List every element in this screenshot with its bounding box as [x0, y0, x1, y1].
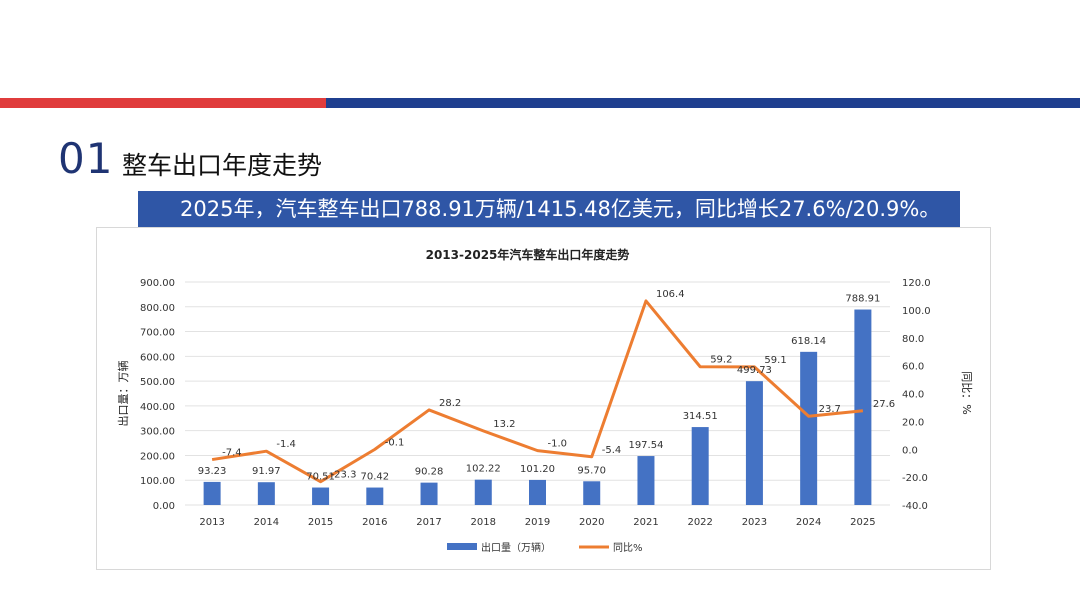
chart-container: 2013-2025年汽车整车出口年度走势 0.00 100.00 200.00 300.… — [96, 227, 991, 570]
yoy-value-label: 59.1 — [764, 355, 786, 366]
yoy-value-label: 28.2 — [439, 398, 461, 409]
legend-bar-label: 出口量（万辆） — [481, 541, 551, 554]
yoy-value-label: 59.2 — [710, 355, 732, 366]
right-axis-tick: 80.0 — [902, 334, 924, 345]
bar-2022 — [691, 427, 709, 505]
bar-value-label: 314.51 — [683, 411, 718, 422]
bar-2019 — [529, 479, 546, 505]
right-axis-tick: 0.0 — [902, 445, 918, 456]
right-axis-tick: 100.0 — [902, 306, 931, 317]
legend-line-label: 同比% — [613, 542, 643, 554]
left-axis-tick: 700.00 — [140, 328, 175, 339]
bar-value-label: 93.23 — [198, 466, 227, 477]
header-accent-blue — [326, 98, 1080, 108]
left-axis-tick: 800.00 — [140, 303, 175, 314]
bar-2014 — [257, 482, 275, 505]
bar-2021 — [637, 456, 655, 505]
bar-2025 — [854, 309, 872, 505]
bar-value-label: 70.51 — [306, 472, 335, 483]
right-axis-tick: 20.0 — [902, 417, 924, 428]
x-axis-tick: 2022 — [687, 517, 712, 528]
x-axis-tick: 2017 — [416, 517, 441, 528]
right-axis-tick: 40.0 — [902, 390, 924, 401]
bar-2023 — [745, 381, 763, 505]
x-axis-tick: 2018 — [471, 517, 496, 528]
bar-value-label: 197.54 — [628, 440, 663, 451]
bar-value-label: 101.20 — [520, 464, 555, 475]
section-number: 01 — [58, 134, 114, 183]
bar-2015 — [312, 487, 330, 505]
yoy-value-label: -5.4 — [602, 445, 622, 456]
header-accent-red — [0, 98, 326, 108]
bar-value-label: 90.28 — [415, 467, 444, 478]
x-axis-tick: 2013 — [199, 517, 224, 528]
bar-2018 — [474, 479, 492, 505]
x-axis-tick: 2019 — [525, 517, 550, 528]
left-axis-tick: 300.00 — [140, 427, 175, 438]
bar-value-label: 91.97 — [252, 466, 281, 477]
x-axis-tick: 2014 — [254, 517, 279, 528]
yoy-value-label: -23.3 — [331, 470, 357, 481]
left-axis-tick: 200.00 — [140, 451, 175, 462]
left-axis-label: 出口量：万辆 — [116, 361, 130, 427]
chart-title: 2013-2025年汽车整车出口年度走势 — [426, 247, 630, 262]
bar-2024 — [800, 351, 818, 505]
yoy-line — [211, 299, 864, 484]
bar-value-label: 95.70 — [577, 465, 606, 476]
section-title: 整车出口年度走势 — [122, 151, 323, 180]
x-axis-tick: 2015 — [308, 517, 333, 528]
x-axis-tick: 2025 — [850, 517, 875, 528]
left-axis-tick: 100.00 — [140, 476, 175, 487]
bar-2013 — [203, 481, 221, 505]
summary-banner: 2025年，汽车整车出口788.91万辆/1415.48亿美元，同比增长27.6… — [138, 191, 960, 227]
bar-2016 — [366, 487, 384, 505]
left-axis-tick: 500.00 — [140, 377, 175, 388]
left-axis-tick: 600.00 — [140, 352, 175, 363]
yoy-value-label: -1.0 — [548, 439, 568, 450]
right-axis-label: 同比：% — [960, 371, 973, 414]
bar-value-label: 788.91 — [845, 294, 880, 305]
bar-value-label: 70.42 — [360, 472, 389, 483]
yoy-value-label: 106.4 — [656, 289, 685, 300]
right-axis-tick: -40.0 — [902, 501, 928, 512]
bar-2017 — [420, 482, 438, 505]
left-axis-tick: 400.00 — [140, 402, 175, 413]
yoy-value-label: -7.4 — [222, 448, 242, 459]
legend-bar-swatch — [447, 543, 477, 550]
yoy-value-label: -0.1 — [385, 437, 405, 448]
x-axis-tick: 2016 — [362, 517, 387, 528]
yoy-value-label: -1.4 — [276, 439, 296, 450]
left-axis-tick: 900.00 — [140, 278, 175, 289]
x-axis-tick: 2024 — [796, 517, 821, 528]
yoy-value-label: 23.7 — [819, 404, 841, 415]
right-axis-tick: -20.0 — [902, 473, 928, 484]
left-axis-tick: 0.00 — [153, 501, 175, 512]
x-axis-tick: 2023 — [742, 517, 767, 528]
bar-2020 — [583, 481, 601, 505]
yoy-value-label: 13.2 — [493, 419, 515, 430]
yoy-value-label: 27.6 — [873, 399, 895, 410]
x-axis-tick: 2021 — [633, 517, 658, 528]
bar-value-label: 102.22 — [466, 464, 501, 475]
x-axis-tick: 2020 — [579, 517, 604, 528]
bar-value-label: 618.14 — [791, 336, 826, 347]
export-trend-chart: 2013-2025年汽车整车出口年度走势 0.00 100.00 200.00 300.… — [116, 247, 973, 554]
bar-value-label: 499.73 — [737, 365, 772, 376]
right-axis-tick: 120.0 — [902, 278, 931, 289]
right-axis-tick: 60.0 — [902, 362, 924, 373]
